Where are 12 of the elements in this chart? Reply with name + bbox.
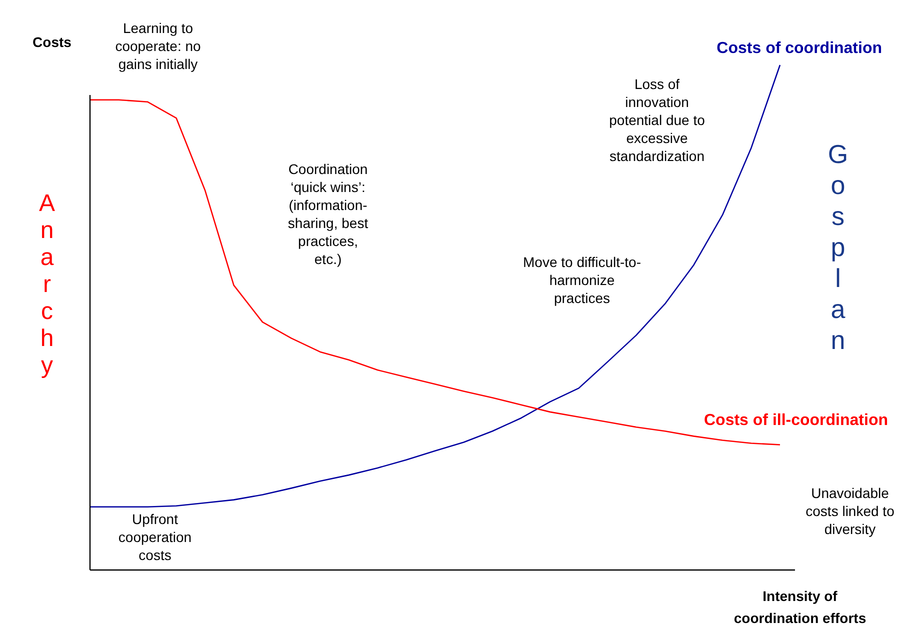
x-axis-title: Intensity of coordination efforts [734, 588, 866, 626]
text: Anarchy [38, 190, 56, 379]
series-label: Costs of ill-coordination [704, 412, 888, 429]
y-axis-title: Costs [32, 34, 72, 50]
annotation: Learning to cooperate: no gains initially [115, 20, 202, 72]
annotation: Loss of innovation potential due to excessive standardization [609, 76, 706, 164]
annotation: Upfront cooperation costs [118, 511, 192, 563]
text: Unavoidable costs linked to diversity [806, 485, 895, 537]
annotation: Move to difficult-to- harmonize practices [522, 254, 642, 306]
annotation: Coordination ‘quick wins’: (information- sharing, best practices, etc.) [288, 161, 368, 267]
text: Gosplan [828, 139, 848, 355]
series-label: Costs of coordination [716, 40, 882, 57]
